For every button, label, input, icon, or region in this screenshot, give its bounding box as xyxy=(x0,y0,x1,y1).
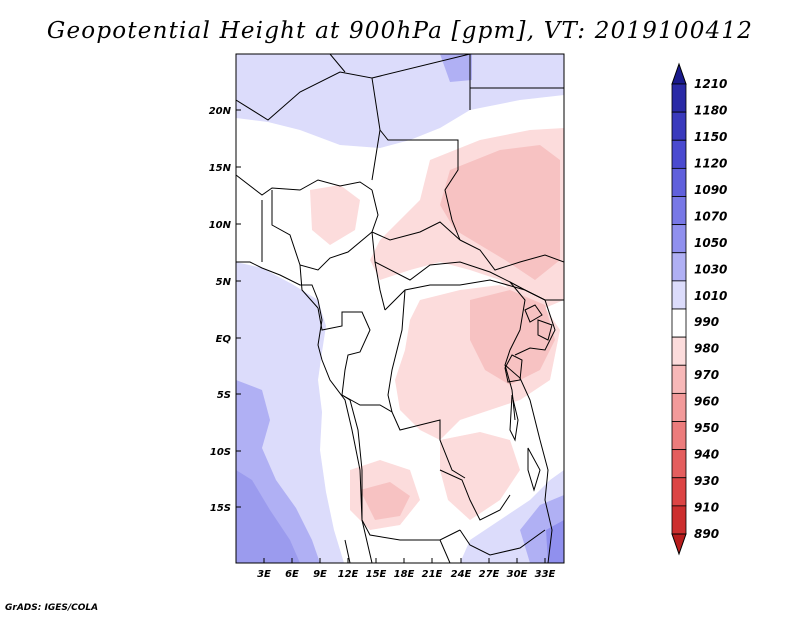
lon-tick-label: 15E xyxy=(366,569,387,580)
colorbar-label: 1180 xyxy=(694,103,727,117)
colorbar-label: 1150 xyxy=(694,130,727,144)
colorbar-label: 1210 xyxy=(694,77,727,91)
colorbar-label: 1050 xyxy=(694,236,727,250)
colorbar-swatch xyxy=(671,280,687,310)
colorbar-swatch xyxy=(671,392,687,422)
lon-tick-label: 9E xyxy=(313,569,327,580)
colorbar-swatch xyxy=(671,196,687,226)
country-boundaries xyxy=(236,54,564,563)
colorbar-swatch xyxy=(671,364,687,394)
colorbar-swatch xyxy=(671,167,687,197)
colorbar-cap-top xyxy=(671,62,687,85)
lat-tick-label: 15N xyxy=(209,163,232,174)
colorbar-swatch xyxy=(671,449,687,479)
lon-tick-label: 30E xyxy=(507,569,528,580)
lat-tick-label: 5S xyxy=(217,390,231,401)
colorbar-label: 930 xyxy=(694,474,719,488)
lat-tick-label: EQ xyxy=(216,334,232,345)
lat-tick-label: 10S xyxy=(210,447,231,458)
colorbar-label: 980 xyxy=(694,342,719,356)
lon-tick-label: 12E xyxy=(338,569,359,580)
colorbar-swatch xyxy=(671,111,687,141)
height-field xyxy=(236,54,564,563)
colorbar-label: 1010 xyxy=(694,289,727,303)
colorbar-label: 1090 xyxy=(694,183,727,197)
colorbar-swatch xyxy=(671,505,687,535)
lat-tick-label: 5N xyxy=(216,277,232,288)
lon-tick-label: 24E xyxy=(451,569,472,580)
map-title: Geopotential Height at 900hPa [gpm], VT:… xyxy=(46,18,754,44)
lon-tick-label: 27E xyxy=(479,569,500,580)
lon-ticks xyxy=(263,558,546,563)
lon-tick-label: 6E xyxy=(285,569,299,580)
colorbar-legend: 1210 1180 1150 1120 1090 1070 1050 1030 1010 990 9… xyxy=(671,62,727,556)
lon-tick-label: 18E xyxy=(394,569,415,580)
colorbar-label: 1120 xyxy=(694,156,727,170)
colorbar-swatch xyxy=(671,83,687,113)
colorbar-label: 950 xyxy=(694,421,719,435)
colorbar-label: 910 xyxy=(694,501,719,515)
colorbar-swatch xyxy=(671,252,687,282)
colorbar-label: 970 xyxy=(694,368,719,382)
colorbar-swatch xyxy=(671,308,687,338)
longitude-labels: 3E 6E 9E 12E 15E 18E 21E 24E 27E 30E 33E xyxy=(257,569,555,580)
latitude-labels: 20N 15N 10N 5N EQ 5S 10S 15S xyxy=(209,106,232,514)
colorbar-swatch xyxy=(671,336,687,366)
colorbar-swatch xyxy=(671,224,687,254)
lat-tick-label: 20N xyxy=(209,106,232,117)
colorbar-label: 890 xyxy=(694,527,719,541)
grads-credit: GrADS: IGES/COLA xyxy=(5,603,99,613)
colorbar-label: 940 xyxy=(694,448,719,462)
lat-tick-label: 15S xyxy=(210,503,231,514)
lon-tick-label: 21E xyxy=(422,569,443,580)
colorbar-cap-bottom xyxy=(671,533,687,556)
colorbar-swatch xyxy=(671,477,687,507)
colorbar-label: 960 xyxy=(694,395,719,409)
lat-tick-label: 10N xyxy=(209,220,232,231)
lat-ticks xyxy=(236,109,241,508)
colorbar-label: 1070 xyxy=(694,209,727,223)
colorbar-label: 1030 xyxy=(694,262,727,276)
lon-tick-label: 3E xyxy=(257,569,271,580)
colorbar-swatch xyxy=(671,421,687,451)
colorbar-label: 990 xyxy=(694,315,719,329)
lon-tick-label: 33E xyxy=(535,569,556,580)
map-frame xyxy=(235,53,565,564)
colorbar-swatch xyxy=(671,139,687,169)
